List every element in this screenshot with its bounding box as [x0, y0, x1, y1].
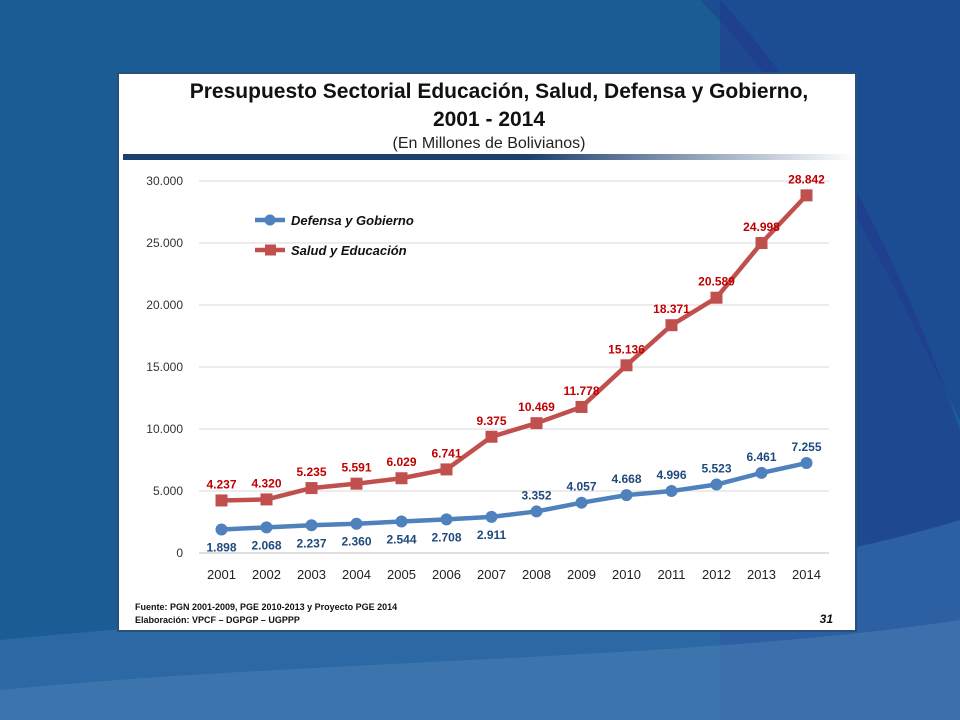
- data-label: 24.998: [743, 220, 780, 234]
- data-point: [800, 457, 813, 470]
- x-tick-label: 2004: [342, 567, 371, 582]
- chart-source: Fuente: PGN 2001-2009, PGE 2010-2013 y P…: [135, 601, 397, 627]
- x-tick-label: 2002: [252, 567, 281, 582]
- legend-marker: [264, 214, 276, 226]
- data-point: [350, 517, 363, 530]
- data-point: [665, 485, 678, 498]
- page-number: 31: [819, 612, 833, 626]
- data-point: [665, 319, 678, 332]
- data-label: 6.741: [431, 446, 461, 460]
- data-label: 2.360: [341, 535, 371, 549]
- legend-label: Defensa y Gobierno: [291, 213, 414, 228]
- data-point: [215, 494, 228, 507]
- data-label: 20.589: [698, 275, 735, 289]
- y-tick-label: 15.000: [146, 360, 183, 374]
- data-point: [260, 493, 273, 506]
- data-label: 4.996: [656, 468, 686, 482]
- source-line-1: Fuente: PGN 2001-2009, PGE 2010-2013 y P…: [135, 602, 398, 612]
- x-tick-label: 2011: [658, 567, 686, 582]
- chart-title-line2: 2001 - 2014: [432, 108, 546, 131]
- data-point: [620, 359, 633, 372]
- x-tick-label: 2009: [567, 567, 596, 582]
- x-tick-label: 2014: [792, 567, 821, 582]
- data-point: [305, 519, 318, 532]
- data-point: [710, 478, 723, 491]
- data-label: 2.708: [431, 530, 461, 544]
- legend-label: Salud y Educación: [291, 243, 407, 258]
- data-label: 5.523: [701, 462, 731, 476]
- title-divider: [123, 154, 855, 160]
- x-tick-label: 2010: [612, 567, 641, 582]
- data-label: 9.375: [476, 414, 506, 428]
- series-line-salud-educacion: [221, 193, 809, 503]
- data-point: [305, 482, 318, 495]
- data-point: [620, 489, 633, 502]
- data-point: [800, 189, 813, 202]
- data-label: 10.469: [518, 400, 555, 414]
- legend-marker: [265, 244, 276, 256]
- data-label: 7.255: [791, 440, 821, 454]
- data-label: 2.544: [386, 532, 416, 546]
- data-point: [530, 505, 543, 518]
- data-point: [530, 417, 543, 430]
- data-point: [755, 466, 768, 479]
- data-label: 2.911: [477, 528, 507, 542]
- x-tick-label: 2006: [432, 567, 461, 582]
- data-label: 11.778: [563, 384, 599, 398]
- series-line-defensa-gobierno: [221, 460, 807, 532]
- data-label: 6.461: [746, 450, 776, 464]
- source-line-2: Elaboración: VPCF – DGPGP – UGPPP: [135, 615, 300, 625]
- data-point: [395, 515, 408, 528]
- line-chart: 0 5.000 10.000 15.000 20.000 25.000 30.000 2001…: [146, 172, 829, 582]
- data-point: [440, 513, 453, 526]
- data-point: [440, 463, 453, 476]
- data-point: [350, 477, 363, 490]
- x-tick-label: 2008: [522, 567, 551, 582]
- x-tick-label: 2007: [477, 567, 506, 582]
- data-point: [395, 472, 408, 485]
- data-label: 3.352: [521, 488, 551, 502]
- data-label: 28.842: [788, 172, 825, 186]
- y-tick-label: 5.000: [153, 484, 183, 498]
- data-label: 4.320: [251, 476, 281, 490]
- chart-title-line1: Presupuesto Sectorial Educación, Salud, …: [189, 80, 809, 103]
- x-tick-label: 2005: [387, 567, 416, 582]
- data-label: 18.371: [653, 302, 690, 316]
- data-label: 5.235: [296, 465, 326, 479]
- data-label: 4.057: [566, 480, 596, 494]
- x-tick-label: 2012: [702, 567, 731, 582]
- data-point: [575, 400, 588, 413]
- y-tick-label: 20.000: [146, 298, 183, 312]
- chart-slide: Presupuesto Sectorial Educación, Salud, …: [117, 72, 857, 632]
- data-label: 1.898: [206, 540, 236, 554]
- data-point: [260, 521, 273, 534]
- data-label: 2.068: [251, 538, 281, 552]
- data-label: 6.029: [386, 455, 416, 469]
- chart-subtitle: (En Millones de Bolivianos): [392, 135, 586, 152]
- x-tick-label: 2001: [207, 567, 236, 582]
- data-point: [485, 510, 498, 523]
- data-label: 4.237: [206, 477, 236, 491]
- y-tick-label: 0: [176, 546, 183, 560]
- data-label: 2.237: [296, 536, 326, 550]
- data-point: [485, 430, 498, 443]
- y-tick-label: 10.000: [146, 422, 183, 436]
- data-point: [215, 523, 228, 536]
- x-tick-label: 2013: [747, 567, 776, 582]
- data-label: 4.668: [611, 472, 641, 486]
- data-point: [710, 291, 723, 304]
- data-point: [575, 496, 588, 509]
- data-point: [755, 237, 768, 250]
- y-tick-label: 25.000: [146, 236, 183, 250]
- data-label: 15.136: [608, 342, 645, 356]
- y-tick-label: 30.000: [146, 174, 183, 188]
- data-label: 5.591: [341, 461, 371, 475]
- x-tick-label: 2003: [297, 567, 326, 582]
